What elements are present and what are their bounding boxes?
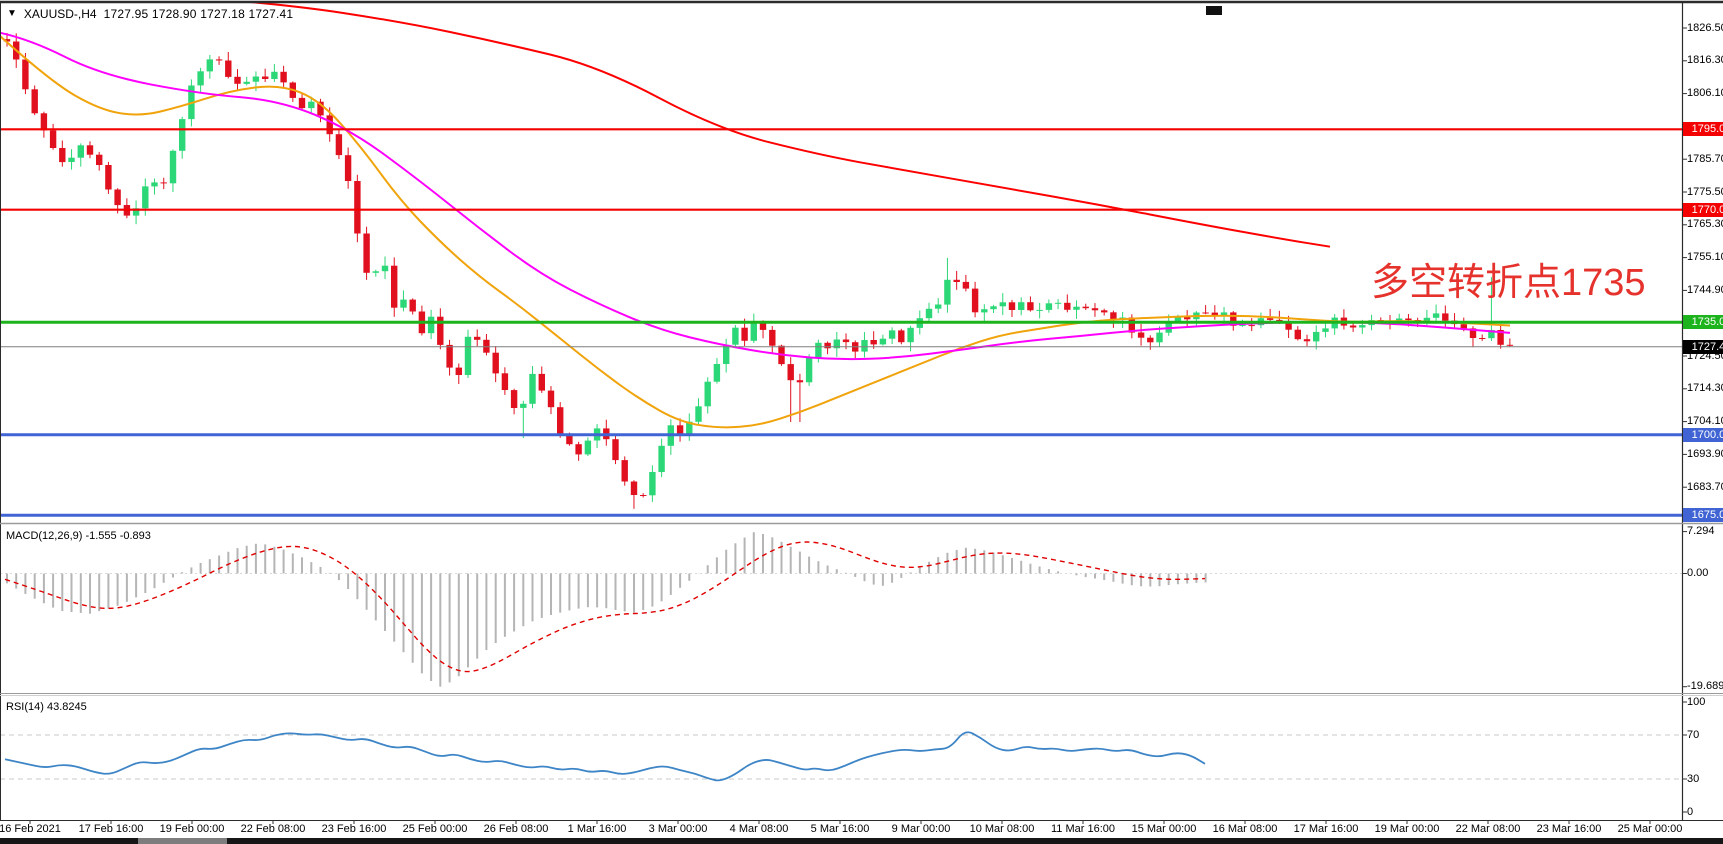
rsi-axis-label: 100 bbox=[1687, 696, 1706, 708]
macd-axis-label: 7.294 bbox=[1687, 525, 1715, 537]
time-axis-label: 11 Mar 16:00 bbox=[1050, 823, 1116, 835]
time-axis-label: 1 Mar 16:00 bbox=[567, 823, 627, 835]
time-axis-label: 22 Feb 08:00 bbox=[240, 823, 306, 835]
price-tick-label: 1826.50 bbox=[1687, 22, 1723, 34]
price-tick-label: 1775.50 bbox=[1687, 186, 1723, 198]
annotation-text[interactable]: 多空转折点1735 bbox=[1371, 262, 1646, 304]
time-axis-label: 25 Feb 00:00 bbox=[402, 823, 468, 835]
level-badge-1700.00[interactable]: 1700.00 bbox=[1683, 428, 1723, 442]
time-axis-label: 10 Mar 08:00 bbox=[969, 823, 1035, 835]
symbol-label: XAUUSD-,H4 bbox=[23, 7, 97, 21]
macd-pane[interactable] bbox=[0, 532, 1682, 687]
ohlc-readout: 1727.95 1728.90 1727.18 1727.41 bbox=[103, 7, 294, 21]
time-axis-label: 17 Mar 16:00 bbox=[1293, 823, 1359, 835]
main-price-pane[interactable] bbox=[0, 0, 1682, 517]
time-axis-label: 16 Feb 2021 bbox=[0, 823, 61, 835]
time-axis-label: 19 Mar 00:00 bbox=[1374, 823, 1440, 835]
time-axis-label: 23 Feb 16:00 bbox=[321, 823, 387, 835]
time-axis-label: 25 Mar 00:00 bbox=[1617, 823, 1683, 835]
price-tick-label: 1693.90 bbox=[1687, 448, 1723, 460]
chart-title[interactable]: ▼ XAUUSD-,H4 1727.95 1728.90 1727.18 172… bbox=[7, 7, 293, 21]
price-tick-label: 1683.70 bbox=[1687, 481, 1723, 493]
macd-axis-label: -19.689 bbox=[1687, 680, 1723, 692]
macd-axis-label: 0.00 bbox=[1687, 567, 1709, 579]
rsi-axis-label: 70 bbox=[1687, 729, 1700, 741]
chart-shift-marker[interactable] bbox=[1206, 6, 1222, 15]
time-axis-label: 22 Mar 08:00 bbox=[1455, 823, 1521, 835]
level-badge-1770.00[interactable]: 1770.00 bbox=[1683, 203, 1723, 217]
rsi-label: RSI(14) 43.8245 bbox=[6, 701, 87, 713]
chart-frame bbox=[0, 0, 1723, 824]
time-axis-label: 3 Mar 00:00 bbox=[648, 823, 708, 835]
time-axis-label: 19 Feb 00:00 bbox=[159, 823, 225, 835]
rsi-axis-label: 30 bbox=[1687, 773, 1700, 785]
time-axis-label: 23 Mar 16:00 bbox=[1536, 823, 1602, 835]
time-axis-label: 5 Mar 16:00 bbox=[810, 823, 870, 835]
price-tick-label: 1806.10 bbox=[1687, 87, 1723, 99]
rsi-pane[interactable] bbox=[0, 731, 1682, 782]
price-tick-label: 1785.70 bbox=[1687, 153, 1723, 165]
time-axis-label: 9 Mar 00:00 bbox=[891, 823, 951, 835]
level-badge-1675.00[interactable]: 1675.00 bbox=[1683, 508, 1723, 522]
symbol-dropdown-icon[interactable]: ▼ bbox=[7, 8, 17, 19]
time-axis-label: 15 Mar 00:00 bbox=[1131, 823, 1197, 835]
price-tick-label: 1816.30 bbox=[1687, 54, 1723, 66]
rsi-axis-label: 0 bbox=[1687, 806, 1694, 818]
time-axis-label: 17 Feb 16:00 bbox=[78, 823, 144, 835]
macd-label: MACD(12,26,9) -1.555 -0.893 bbox=[6, 530, 151, 542]
rsi-line bbox=[4, 731, 1206, 782]
price-tick-label: 1765.30 bbox=[1687, 218, 1723, 230]
price-tick-label: 1744.90 bbox=[1687, 284, 1723, 296]
price-tick-label: 1714.30 bbox=[1687, 382, 1723, 394]
time-axis-label: 26 Feb 08:00 bbox=[483, 823, 549, 835]
price-tick-label: 1704.10 bbox=[1687, 415, 1723, 427]
bid-price-badge[interactable]: 1727.41 bbox=[1683, 340, 1723, 354]
time-axis-label: 4 Mar 08:00 bbox=[729, 823, 789, 835]
taskbar-strip[interactable] bbox=[0, 838, 1723, 844]
time-axis-label: 16 Mar 08:00 bbox=[1212, 823, 1278, 835]
level-badge-1735.00[interactable]: 1735.00 bbox=[1683, 315, 1723, 329]
taskbar-segment bbox=[138, 838, 227, 844]
price-tick-label: 1755.10 bbox=[1687, 251, 1723, 263]
macd-signal-line bbox=[4, 541, 1206, 673]
level-badge-1795.00[interactable]: 1795.00 bbox=[1683, 122, 1723, 136]
